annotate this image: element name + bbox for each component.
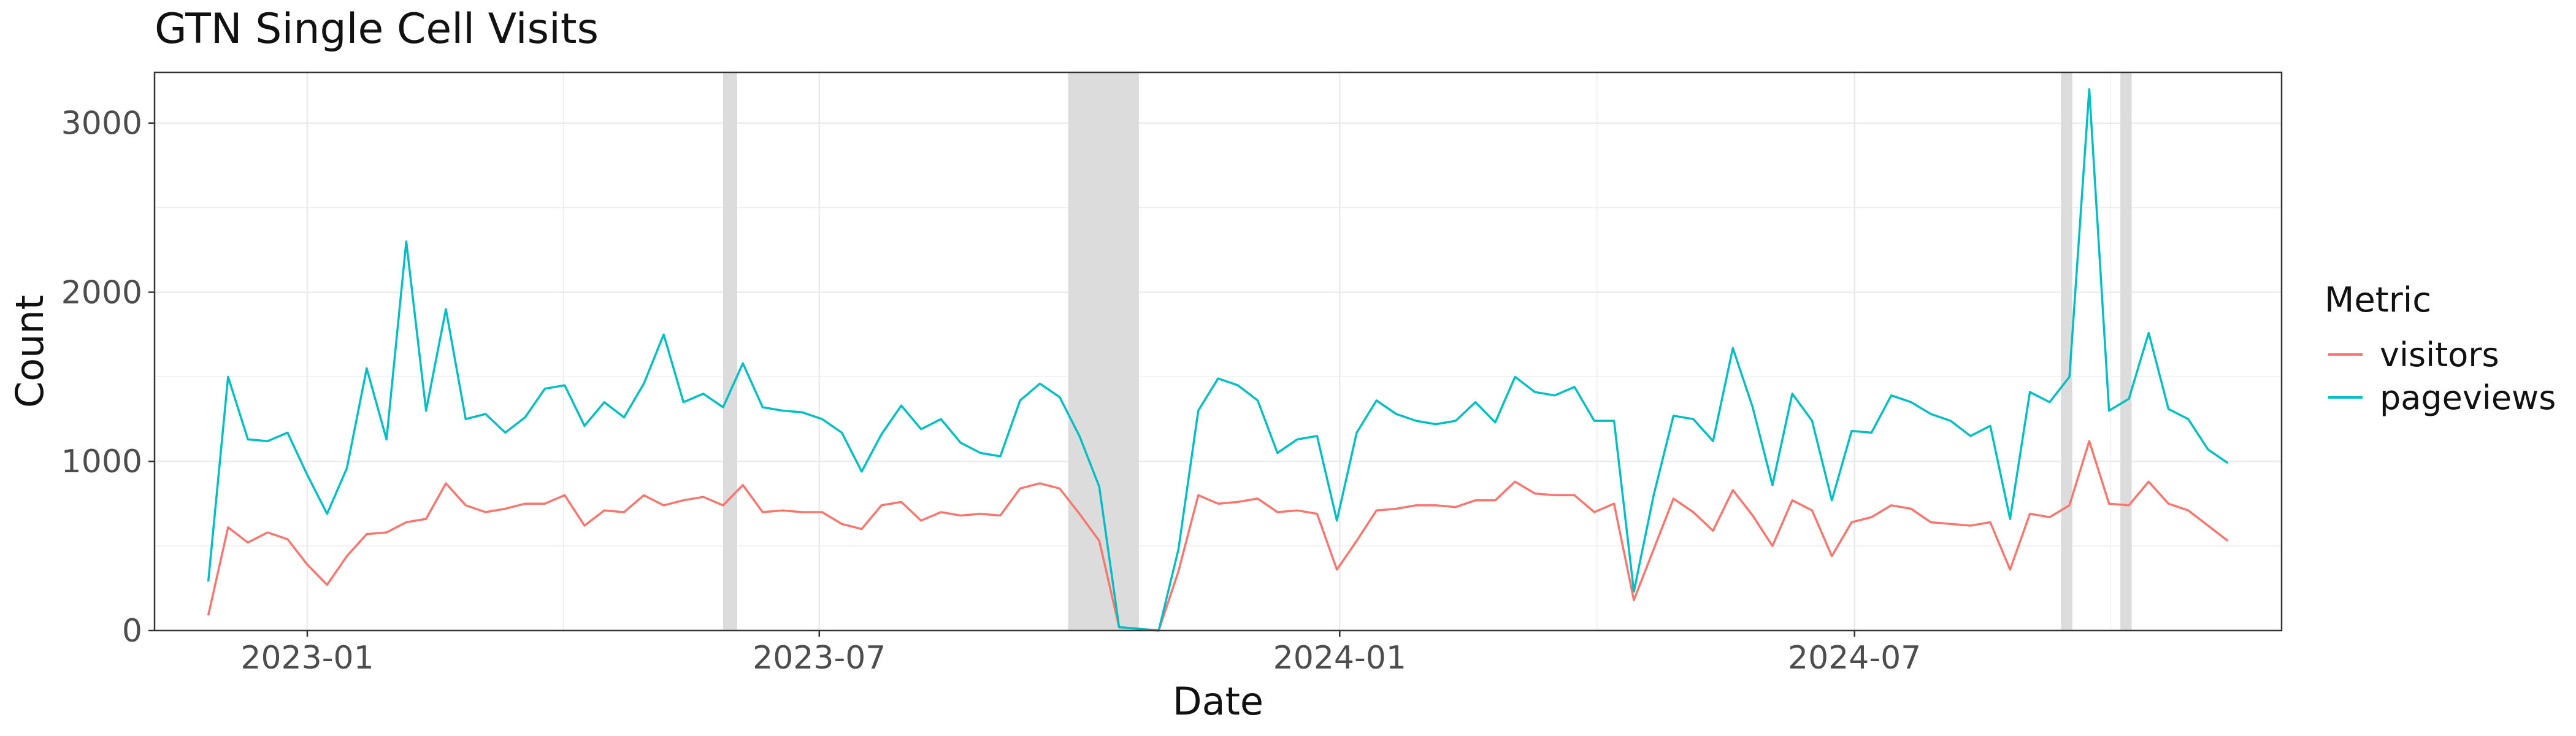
x-tick-label: 2024-07	[1788, 640, 1921, 677]
series-line-visitors	[207, 440, 2229, 632]
y-tick-label: 2000	[61, 274, 142, 311]
legend-label-visitors: visitors	[2380, 335, 2499, 374]
y-axis-ticks: 0 1000 2000 3000	[61, 105, 155, 650]
highlight-band	[723, 72, 738, 631]
x-axis-ticks: 2023-01 2023-07 2024-01 2024-07	[240, 631, 1921, 677]
legend: Metric visitors pageviews	[2325, 280, 2556, 417]
chart-title: GTN Single Cell Visits	[155, 5, 599, 53]
y-axis-title: Count	[7, 295, 52, 408]
x-tick-label: 2023-01	[240, 640, 374, 677]
series-lines	[207, 88, 2229, 632]
highlight-band	[2061, 72, 2072, 631]
y-tick-label: 0	[122, 613, 142, 650]
legend-label-pageviews: pageviews	[2380, 378, 2556, 417]
x-tick-label: 2024-01	[1273, 640, 1406, 677]
legend-title: Metric	[2325, 280, 2431, 320]
plot-panel-background	[155, 72, 2282, 631]
highlight-band	[1068, 72, 1139, 631]
x-tick-label: 2023-07	[753, 640, 886, 677]
highlight-bands	[723, 72, 2132, 631]
y-tick-label: 1000	[61, 443, 142, 480]
x-axis-title: Date	[1173, 679, 1263, 724]
y-tick-label: 3000	[61, 105, 142, 142]
highlight-band	[2120, 72, 2132, 631]
legend-items: visitors pageviews	[2328, 335, 2556, 417]
plot-panel-border	[153, 71, 2283, 632]
series-line-pageviews	[207, 88, 2229, 632]
